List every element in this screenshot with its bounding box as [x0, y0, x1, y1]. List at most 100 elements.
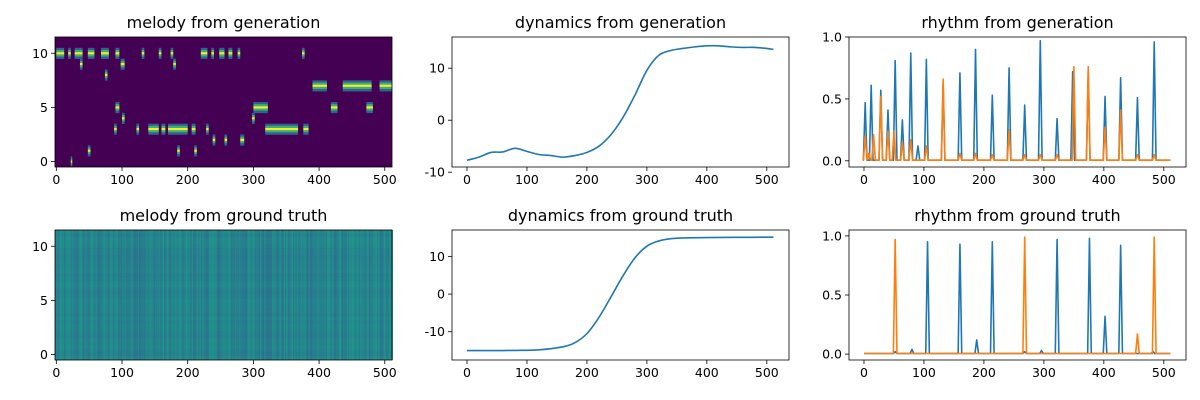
heatmap-column [338, 230, 341, 360]
x-tick-label: 300 [241, 365, 265, 380]
heatmap-segment-37 [212, 134, 216, 137]
heatmap-segment-35 [265, 123, 299, 127]
heatmap-column [316, 230, 319, 360]
y-tick-label: 0 [40, 347, 48, 362]
heatmap-row-noise [55, 262, 392, 267]
heatmap-segment-39 [240, 134, 245, 137]
heatmap-column [217, 230, 220, 360]
series-line-1 [862, 65, 1171, 161]
heatmap-segment-13 [237, 54, 241, 57]
heatmap-column [250, 230, 253, 360]
heatmap-column [227, 230, 229, 360]
heatmap-row-noise [55, 291, 392, 295]
heatmap-segment-15 [79, 63, 83, 66]
heatmap-column [162, 230, 165, 360]
heatmap-segment-5 [115, 56, 120, 59]
heatmap-segment-15 [79, 65, 83, 68]
heatmap-column [102, 230, 104, 360]
heatmap-segment-36 [303, 125, 309, 129]
x-tick-label: 0 [52, 172, 60, 187]
heatmap-column [269, 230, 271, 360]
heatmap-segment-9 [200, 56, 208, 59]
y-tick-label: 0.5 [822, 288, 842, 303]
chart-title: melody from ground truth [120, 206, 328, 225]
heatmap-column [344, 230, 346, 360]
x-tick-label: 0 [463, 172, 471, 187]
heatmap-segment-28 [114, 123, 117, 127]
y-tick-label: 0.5 [822, 91, 842, 106]
heatmap-column [115, 230, 118, 360]
heatmap-column [87, 230, 90, 360]
heatmap-column [280, 230, 283, 360]
heatmap-column [182, 230, 185, 360]
heatmap-segment-11 [219, 47, 225, 51]
heatmap-column [165, 230, 167, 360]
heatmap-segment-19 [312, 84, 327, 88]
heatmap-segment-6 [141, 56, 145, 59]
heatmap-segment-21 [379, 86, 392, 90]
heatmap-column [380, 230, 383, 360]
heatmap-column [93, 230, 95, 360]
axes-frame [54, 36, 393, 168]
heatmap-column [367, 230, 370, 360]
y-tick-label: 0.0 [822, 153, 842, 168]
heatmap-column [195, 230, 198, 360]
heatmap-segment-26 [122, 112, 125, 116]
heatmap-segment-41 [177, 154, 180, 157]
heatmap-segment-9 [200, 52, 208, 55]
heatmap-segment-14 [302, 56, 305, 59]
heatmap-column [111, 230, 114, 360]
x-tick-label: 500 [1152, 365, 1176, 380]
heatmap-column [292, 230, 295, 360]
heatmap-segment-42 [194, 145, 197, 148]
heatmap-column [231, 230, 233, 360]
x-tick-label: 200 [972, 365, 996, 380]
chart-title: melody from generation [127, 13, 321, 32]
heatmap-row-noise [55, 255, 392, 259]
heatmap-segment-5 [115, 54, 120, 57]
heatmap-column [174, 230, 177, 360]
x-tick-label: 400 [695, 172, 719, 187]
heatmap-column [295, 230, 298, 360]
heatmap-segment-43 [70, 158, 73, 161]
heatmap-column [332, 230, 334, 360]
heatmap-column [107, 230, 110, 360]
heatmap-column [345, 230, 347, 360]
heatmap-column [320, 230, 323, 360]
heatmap-segment-11 [219, 52, 225, 55]
heatmap-segment-30 [148, 125, 159, 129]
x-tick-label: 500 [755, 172, 779, 187]
heatmap-segment-40 [87, 145, 91, 148]
heatmap-column [194, 230, 196, 360]
heatmap-row-noise [55, 349, 392, 353]
heatmap-column [83, 230, 86, 360]
heatmap-segment-2 [74, 56, 83, 59]
heatmap-segment-26 [122, 119, 125, 122]
heatmap-segment-15 [79, 60, 83, 64]
heatmap-column [97, 230, 99, 360]
heatmap-row-noise [55, 309, 392, 314]
heatmap-segment-6 [141, 52, 145, 55]
heatmap-column [122, 230, 124, 360]
heatmap-column [223, 230, 225, 360]
heatmap-column [266, 230, 269, 360]
heatmap-segment-2 [74, 47, 83, 51]
heatmap-segment-30 [148, 130, 159, 133]
heatmap-segment-22 [115, 110, 120, 114]
heatmap-column [186, 230, 189, 360]
y-tick-label: 0.0 [822, 347, 842, 362]
heatmap-column [62, 230, 65, 360]
heatmap-column [325, 230, 328, 360]
heatmap-column [254, 230, 257, 360]
heatmap-column [359, 230, 362, 360]
x-tick-label: 100 [912, 365, 936, 380]
heatmap-segment-37 [212, 143, 216, 146]
heatmap-segment-10 [211, 50, 214, 53]
heatmap-segment-17 [173, 60, 176, 64]
heatmap-column [228, 230, 231, 360]
y-tick-label: 0 [437, 113, 445, 128]
heatmap-row-noise [55, 295, 392, 299]
heatmap-column [315, 230, 317, 360]
heatmap-column [69, 230, 72, 360]
heatmap-column [76, 230, 78, 360]
